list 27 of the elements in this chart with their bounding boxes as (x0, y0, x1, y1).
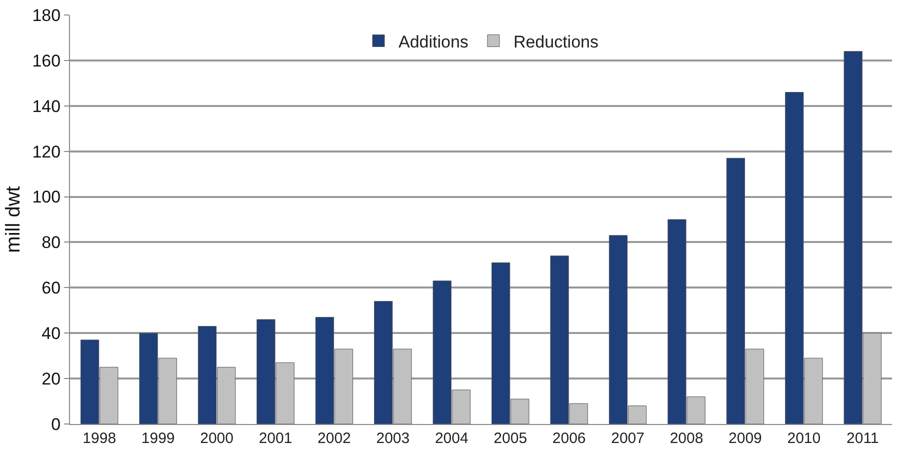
y-tick-label: 120 (32, 142, 61, 162)
x-tick-label: 1998 (82, 430, 116, 447)
x-tick-label: 2011 (846, 430, 879, 447)
y-tick-label: 100 (32, 188, 61, 207)
x-tick-label: 2000 (200, 430, 234, 447)
x-tick-label: 1999 (141, 430, 175, 447)
legend-label: Reductions (513, 32, 598, 52)
y-tick-label: 0 (51, 414, 61, 434)
x-tick-label: 2005 (494, 430, 528, 447)
x-tick-label: 2001 (258, 430, 292, 447)
x-tick-label: 2008 (670, 430, 704, 447)
y-tick-label: 80 (42, 233, 61, 252)
x-tick-label: 2009 (728, 430, 762, 447)
x-tick-label: 2007 (611, 430, 644, 447)
y-axis-title: mill dwt (2, 186, 25, 253)
y-tick-label: 140 (32, 96, 61, 116)
x-tick-label: 2010 (787, 430, 821, 447)
x-tick-label: 2003 (376, 430, 410, 447)
y-tick-label: 60 (42, 278, 61, 298)
y-tick-label: 180 (32, 6, 61, 25)
x-tick-label: 2006 (552, 430, 586, 447)
y-tick-label: 40 (42, 324, 61, 344)
x-tick-label: 2002 (318, 430, 351, 447)
y-tick-label: 160 (32, 51, 61, 70)
y-tick-label: 20 (42, 370, 61, 389)
x-tick-label: 2004 (434, 430, 468, 447)
legend-label: Additions (398, 32, 468, 52)
